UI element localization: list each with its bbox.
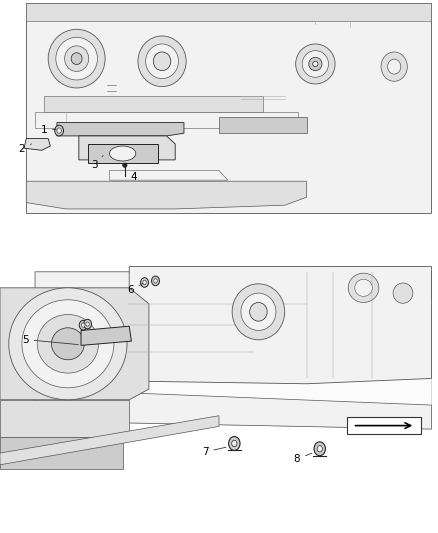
Polygon shape [35, 389, 431, 429]
Circle shape [143, 280, 146, 285]
Ellipse shape [71, 53, 82, 64]
Ellipse shape [296, 44, 335, 84]
Ellipse shape [381, 52, 407, 82]
Circle shape [152, 276, 159, 286]
Polygon shape [79, 136, 175, 160]
Ellipse shape [250, 303, 267, 321]
Circle shape [154, 279, 157, 283]
Polygon shape [44, 96, 263, 112]
Ellipse shape [355, 279, 372, 296]
Text: 6: 6 [127, 284, 143, 295]
Ellipse shape [52, 328, 84, 360]
Polygon shape [110, 171, 228, 180]
Text: 7: 7 [201, 447, 226, 457]
Ellipse shape [138, 36, 186, 86]
Ellipse shape [388, 59, 401, 74]
Ellipse shape [123, 163, 127, 167]
Circle shape [81, 323, 85, 327]
Circle shape [232, 440, 237, 447]
Ellipse shape [110, 146, 136, 161]
Circle shape [229, 437, 240, 450]
Polygon shape [57, 123, 184, 136]
FancyBboxPatch shape [347, 417, 421, 434]
Text: 8: 8 [293, 453, 312, 464]
Text: 1: 1 [40, 125, 57, 134]
Ellipse shape [302, 51, 328, 77]
Polygon shape [0, 288, 149, 400]
Polygon shape [88, 144, 158, 163]
Ellipse shape [48, 29, 105, 88]
Polygon shape [26, 181, 307, 209]
Ellipse shape [153, 52, 171, 70]
Circle shape [79, 320, 87, 330]
Polygon shape [35, 272, 431, 429]
Ellipse shape [22, 300, 114, 388]
Ellipse shape [64, 46, 88, 71]
Ellipse shape [37, 314, 99, 373]
Polygon shape [81, 326, 131, 345]
Ellipse shape [348, 273, 379, 303]
Ellipse shape [145, 44, 179, 79]
Polygon shape [129, 266, 431, 384]
Polygon shape [0, 416, 219, 465]
Text: 3: 3 [91, 156, 103, 170]
Text: 5: 5 [22, 335, 78, 345]
Ellipse shape [56, 37, 97, 80]
Ellipse shape [241, 293, 276, 330]
Ellipse shape [232, 284, 285, 340]
Circle shape [84, 319, 92, 329]
Polygon shape [35, 112, 298, 128]
Polygon shape [35, 272, 431, 304]
Polygon shape [26, 3, 431, 213]
Ellipse shape [9, 288, 127, 400]
Text: 2: 2 [18, 144, 32, 154]
Circle shape [317, 446, 322, 452]
Polygon shape [0, 400, 129, 437]
Text: 4: 4 [130, 172, 137, 182]
Circle shape [141, 278, 148, 287]
Ellipse shape [313, 61, 318, 67]
Circle shape [55, 125, 64, 136]
Circle shape [57, 128, 61, 133]
Polygon shape [0, 437, 123, 469]
Polygon shape [24, 139, 50, 150]
Polygon shape [219, 117, 307, 133]
Ellipse shape [393, 283, 413, 303]
Circle shape [314, 442, 325, 456]
Ellipse shape [309, 57, 322, 70]
Polygon shape [26, 3, 431, 21]
Circle shape [86, 322, 89, 326]
